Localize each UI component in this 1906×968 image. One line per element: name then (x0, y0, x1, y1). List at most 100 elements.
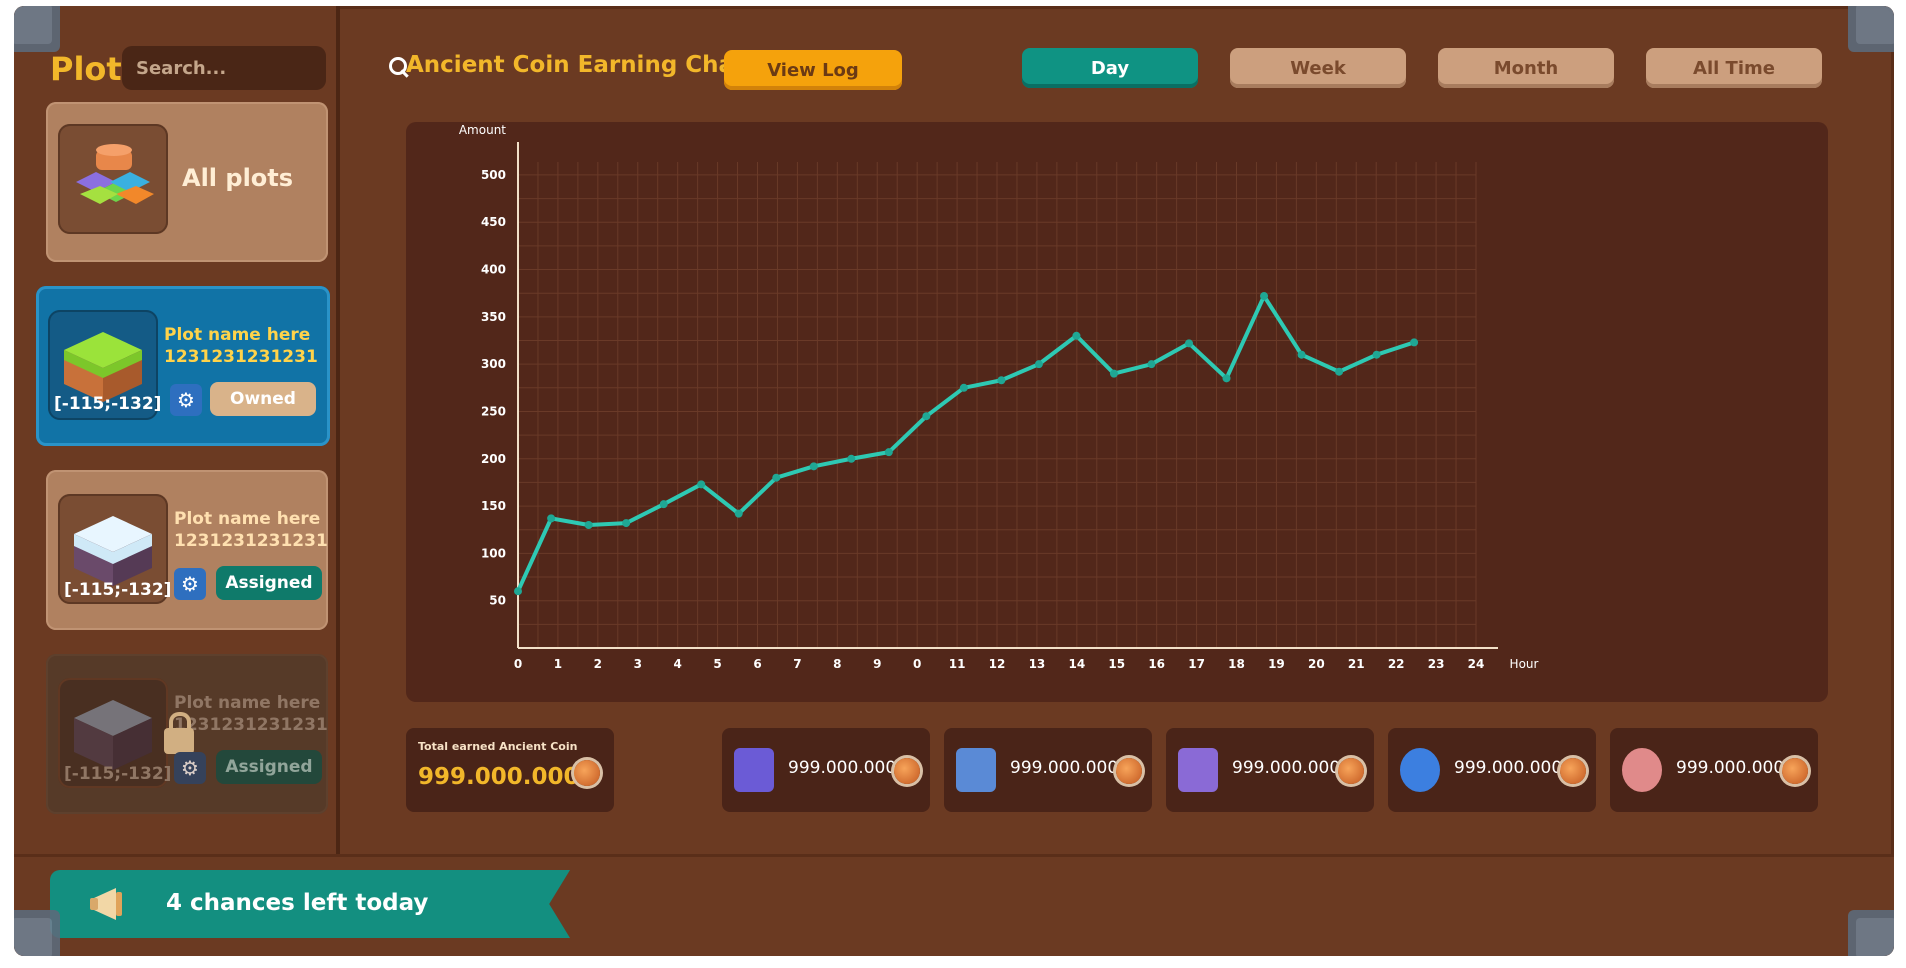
coin-icon (1116, 758, 1142, 784)
tab-day[interactable]: Day (1022, 48, 1198, 88)
plot-card-owned[interactable]: [-115;-132] Plot name here 1231231231231… (36, 286, 330, 446)
all-plots-card[interactable]: All plots (46, 102, 328, 262)
plot-thumb (58, 678, 168, 788)
chart-title: Ancient Coin Earning Chart (406, 52, 757, 78)
plot-coord: [-115;-132] (64, 580, 172, 600)
data-point (1034, 360, 1043, 369)
x-tick-label: 12 (989, 657, 1006, 671)
data-point (697, 480, 706, 489)
plot-name: Plot name here 1231231231231 (164, 324, 318, 368)
stat-value: 999.000.000 (788, 758, 897, 778)
plot-id-text: 1231231231231 (164, 347, 318, 367)
settings-gear-icon[interactable]: ⚙ (170, 384, 202, 416)
x-tick-label: 7 (793, 657, 801, 671)
chart-panel: 50 100 150 200 250 300 350 400 450 500 Amount 0 1 2 3 4… (406, 122, 1828, 702)
chest-icon (1622, 748, 1662, 792)
plot-coord: [-115;-132] (54, 394, 162, 414)
sidebar-title: Plot (50, 50, 122, 88)
data-point (1297, 350, 1306, 359)
search-input[interactable] (134, 56, 389, 80)
x-tick-label: 9 (873, 657, 881, 671)
tab-all-time[interactable]: All Time (1646, 48, 1822, 88)
data-point (1335, 367, 1344, 376)
x-tick-label: 17 (1188, 657, 1205, 671)
wing-badge-icon (1400, 748, 1440, 792)
x-tick-label: 0 (514, 657, 522, 671)
chances-text: 4 chances left today (166, 890, 429, 916)
status-badge: Assigned (216, 750, 322, 784)
y-axis-label: Amount (459, 123, 506, 137)
data-point (922, 412, 931, 421)
data-point (847, 454, 856, 463)
all-plots-thumb (58, 124, 168, 234)
grass-block-icon (64, 332, 142, 402)
x-tick-label: 15 (1108, 657, 1125, 671)
x-tick-label: 19 (1268, 657, 1285, 671)
data-point (1222, 374, 1231, 383)
data-point (809, 462, 818, 471)
plot-name-text: Plot name here (174, 693, 321, 713)
y-tick-label: 350 (481, 310, 506, 324)
plot-sidebar: Plot All plots (14, 6, 407, 854)
y-tick-label: 450 (481, 215, 506, 229)
plot-id-text: 1231231231231 (174, 531, 328, 551)
y-tick-label: 300 (481, 357, 506, 371)
lock-icon (164, 712, 194, 754)
plot-thumb (58, 494, 168, 604)
snow-block-icon (74, 516, 152, 586)
stat-value: 999.000.000 (1676, 758, 1785, 778)
data-point (997, 376, 1006, 385)
y-tick-label: 400 (481, 263, 506, 277)
x-tick-label: 11 (949, 657, 966, 671)
x-tick-label: 0 (913, 657, 921, 671)
search-box[interactable] (122, 46, 407, 90)
data-point (772, 473, 781, 482)
stone-block-icon (74, 700, 152, 770)
tab-week[interactable]: Week (1230, 48, 1406, 88)
y-tick-label: 500 (481, 168, 506, 182)
x-tick-label: 3 (634, 657, 642, 671)
x-axis-label: Hour (1510, 657, 1539, 671)
data-point (884, 448, 893, 457)
stat-value: 999.000.000 (1232, 758, 1341, 778)
coin-icon (1338, 758, 1364, 784)
plot-coord: [-115;-132] (64, 764, 172, 784)
plot-name-text: Plot name here (164, 325, 311, 345)
data-point (514, 587, 522, 596)
coin-icon (894, 758, 920, 784)
blocks-icon (76, 144, 154, 204)
settings-gear-icon: ⚙ (174, 752, 206, 784)
status-badge: Assigned (216, 566, 322, 600)
data-point (1072, 331, 1081, 340)
y-tick-label: 250 (481, 404, 506, 418)
stat-value: 999.000.000 (1010, 758, 1119, 778)
x-tick-label: 4 (673, 657, 681, 671)
plot-card-assigned[interactable]: [-115;-132] Plot name here 1231231231231… (46, 470, 328, 630)
stat-box-4: 999.000.000 (1388, 728, 1596, 812)
data-point (1147, 360, 1156, 369)
y-tick-label: 100 (481, 546, 506, 560)
frame-corner (1848, 910, 1894, 956)
megaphone-icon (90, 888, 122, 920)
plot-name-text: Plot name here (174, 509, 321, 529)
x-tick-label: 23 (1428, 657, 1445, 671)
x-tick-label: 21 (1348, 657, 1365, 671)
x-tick-label: 20 (1308, 657, 1325, 671)
chances-banner (50, 870, 570, 938)
tab-month[interactable]: Month (1438, 48, 1614, 88)
data-point (1410, 338, 1419, 347)
stat-value: 999.000.000 (1454, 758, 1563, 778)
settings-gear-icon[interactable]: ⚙ (174, 568, 206, 600)
x-tick-label: 2 (594, 657, 602, 671)
x-tick-label: 13 (1029, 657, 1046, 671)
view-log-button[interactable]: View Log (724, 50, 902, 90)
all-plots-label: All plots (182, 164, 294, 192)
plot-name: Plot name here 1231231231231 (174, 508, 328, 552)
coin-icon (1782, 758, 1808, 784)
data-point (584, 521, 593, 529)
total-earned-box: Total earned Ancient Coin 999.000.000 (406, 728, 614, 812)
frame-corner (1848, 6, 1894, 52)
data-point (1109, 369, 1118, 378)
x-tick-label: 14 (1068, 657, 1085, 671)
